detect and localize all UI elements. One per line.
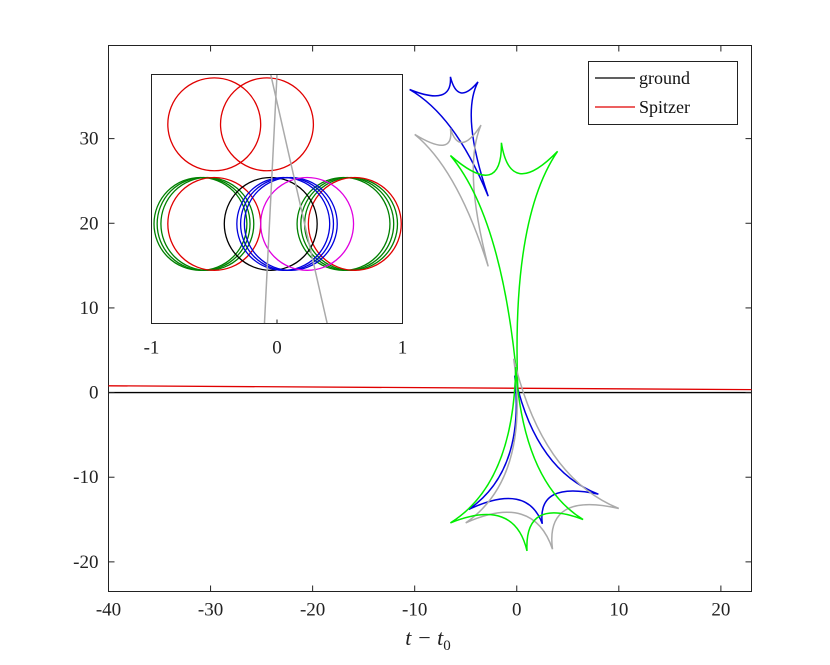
source-circle-13 (243, 176, 338, 271)
x-tick-label: 20 (711, 600, 730, 621)
legend-label-ground: ground (639, 68, 690, 88)
main-plot-frame (108, 45, 752, 592)
inset-background (151, 74, 403, 324)
caustic-curve-4 (465, 358, 620, 550)
inset-axis-ticks: -1 0 1 (144, 319, 408, 359)
x-tick-label: -40 (96, 600, 121, 621)
legend-label-spitzer: Spitzer (639, 97, 690, 117)
y-tick-label: 10 (80, 298, 99, 319)
y-tick-label: 30 (80, 129, 99, 150)
main-plot-area (108, 76, 752, 552)
x-axis-label-main: t − t (405, 625, 444, 650)
inset-x-tick-label: 1 (398, 338, 408, 359)
caustic-curve-2 (449, 142, 559, 389)
source-circle-9 (307, 176, 402, 271)
inset-x-tick-label: 0 (272, 338, 282, 359)
series-line-spitzer (108, 385, 752, 391)
caustic-curve-0 (409, 76, 489, 197)
legend: ground Spitzer (588, 61, 738, 125)
x-tick-label: -10 (402, 600, 427, 621)
legend-box (588, 61, 738, 125)
caustic-curve-5 (450, 367, 584, 552)
y-tick-label: 0 (89, 383, 99, 404)
y-tick-label: -20 (73, 552, 98, 573)
x-tick-label: 10 (609, 600, 628, 621)
x-axis-label-subscript: 0 (443, 638, 451, 654)
y-tick-label: -10 (73, 467, 98, 488)
x-tick-label: -20 (300, 600, 325, 621)
caustic-crossing-line-1 (269, 74, 328, 324)
caustic-curve-3 (468, 375, 599, 525)
caustic-curve-1 (414, 124, 489, 267)
source-circle-10 (223, 176, 318, 271)
caustic-crossing-line-0 (263, 74, 278, 324)
inset-x-tick-label: -1 (144, 338, 160, 359)
source-circle-14 (260, 176, 355, 271)
source-circle-0 (167, 77, 262, 172)
y-tick-label: 20 (80, 213, 99, 234)
inset-plot-area (153, 74, 402, 324)
x-tick-label: -30 (198, 600, 223, 621)
x-tick-label: 0 (512, 600, 522, 621)
x-axis-label: t − t0 (405, 625, 451, 654)
source-circle-1 (219, 77, 315, 172)
